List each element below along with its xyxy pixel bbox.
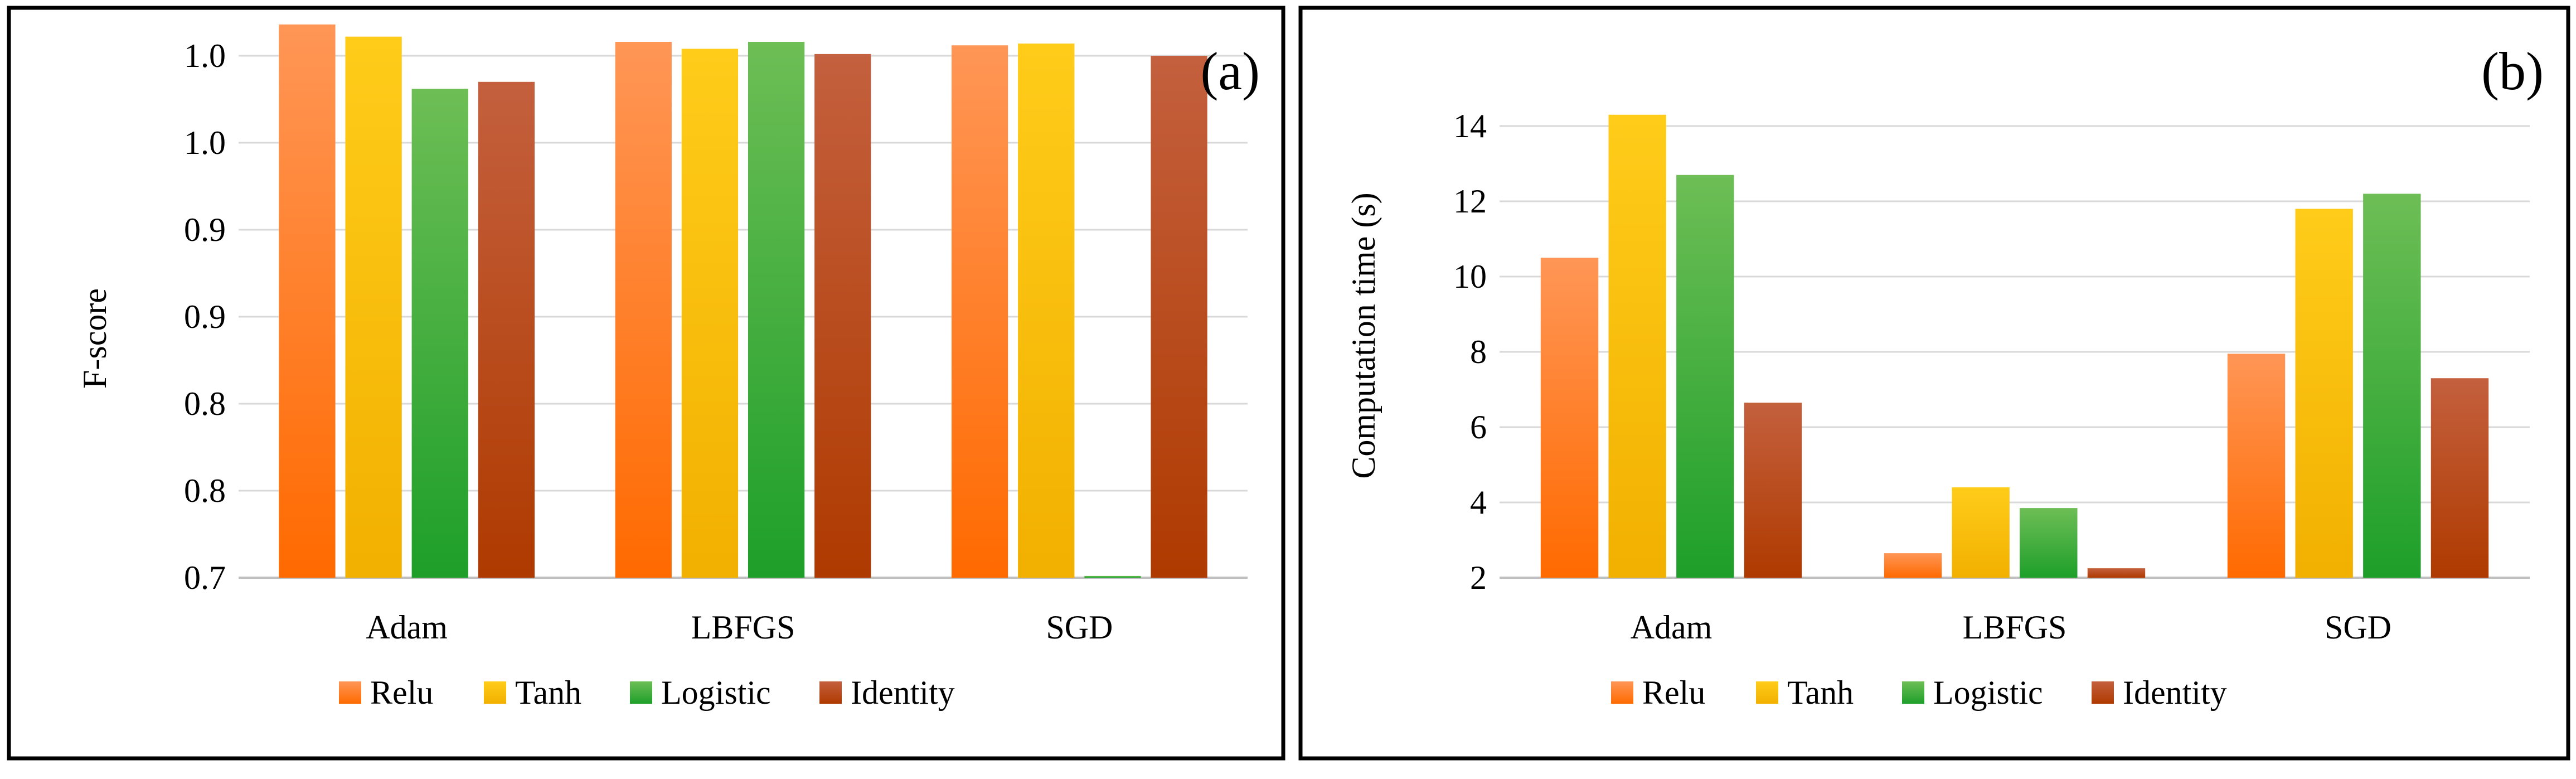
legend-swatch-tanh <box>484 681 506 704</box>
panel-a-y-ticks: 0.7 0.8 0.8 0.9 0.9 1.0 1.0 <box>184 37 226 596</box>
y-tick-label: 6 <box>1470 409 1487 446</box>
panel-b-label: (b) <box>2481 41 2544 101</box>
panel-a: 0.7 0.8 0.8 0.9 0.9 1.0 1.0 Adam LBFGS SGD F-sco… <box>7 6 1285 761</box>
legend-swatch-relu <box>1611 681 1633 704</box>
y-tick-label: 2 <box>1470 559 1487 596</box>
x-tick-label: Adam <box>1631 609 1713 646</box>
y-tick-label: 1.0 <box>184 124 226 161</box>
legend-label-logistic: Logistic <box>1933 674 2043 711</box>
legend-swatch-logistic <box>630 681 652 704</box>
legend-label-relu: Relu <box>370 674 433 711</box>
bar-relu-sgd <box>2227 354 2286 578</box>
legend-swatch-relu <box>339 681 361 704</box>
bar-tanh-adam <box>1608 114 1666 578</box>
legend-swatch-logistic <box>1902 681 1924 704</box>
panel-b-x-labels: Adam LBFGS SGD <box>1631 609 2391 646</box>
bar-tanh-sgd <box>1018 43 1075 578</box>
y-tick-label: 14 <box>1453 108 1487 144</box>
bar-identity-sgd <box>1151 56 1207 578</box>
panel-a-gridlines <box>239 55 1248 579</box>
x-tick-label: LBFGS <box>691 609 795 646</box>
y-tick-label: 12 <box>1453 183 1487 220</box>
bar-logistic-sgd <box>1084 575 1141 578</box>
y-tick-label: 0.9 <box>184 298 226 335</box>
panel-b-ylabel: Computation time (s) <box>1345 192 1382 478</box>
panel-b: 2 4 6 8 10 12 14 Adam LBFGS SGD Computation time… <box>1298 6 2570 761</box>
panel-a-x-labels: Adam LBFGS SGD <box>366 609 1113 646</box>
y-tick-label: 4 <box>1470 484 1487 521</box>
bar-logistic-lbfgs <box>2020 508 2078 578</box>
panel-b-border <box>1298 6 2570 761</box>
bar-relu-sgd <box>951 45 1008 578</box>
bar-relu-lbfgs <box>615 42 672 578</box>
bar-tanh-adam <box>345 36 402 578</box>
x-tick-label: LBFGS <box>1963 609 2067 646</box>
y-tick-label: 0.8 <box>184 472 226 509</box>
legend-label-logistic: Logistic <box>661 674 771 711</box>
y-tick-label: 0.7 <box>184 559 226 596</box>
x-tick-label: SGD <box>1046 609 1113 646</box>
bar-identity-lbfgs <box>814 54 871 578</box>
y-tick-label: 8 <box>1470 333 1487 370</box>
panel-a-bars <box>279 24 1207 578</box>
bar-logistic-lbfgs <box>748 42 805 578</box>
bar-identity-lbfgs <box>2087 568 2146 578</box>
bar-logistic-sgd <box>2363 193 2421 578</box>
bar-identity-sgd <box>2431 378 2489 578</box>
legend-label-relu: Relu <box>1642 674 1705 711</box>
panel-b-y-ticks: 2 4 6 8 10 12 14 <box>1453 108 1487 596</box>
bar-tanh-lbfgs <box>681 49 739 578</box>
bar-tanh-lbfgs <box>1952 487 2010 578</box>
x-tick-label: SGD <box>2325 609 2391 646</box>
legend-label-identity: Identity <box>851 674 955 711</box>
bar-relu-lbfgs <box>1884 553 1942 578</box>
bar-identity-adam <box>478 81 535 578</box>
bar-logistic-adam <box>1676 175 1734 578</box>
bar-logistic-adam <box>411 89 468 578</box>
bar-relu-adam <box>279 24 336 578</box>
panel-b-bars <box>1540 114 2489 578</box>
y-tick-label: 0.9 <box>184 211 226 248</box>
y-tick-label: 10 <box>1453 258 1487 295</box>
x-tick-label: Adam <box>366 609 448 646</box>
bar-identity-adam <box>1744 403 1802 578</box>
legend-swatch-identity <box>2092 681 2114 704</box>
legend-label-tanh: Tanh <box>515 674 581 711</box>
legend-label-identity: Identity <box>2123 674 2227 711</box>
legend-label-tanh: Tanh <box>1787 674 1854 711</box>
panel-b-gridlines <box>1500 125 2530 579</box>
panel-a-ylabel: F-score <box>76 288 113 389</box>
legend-swatch-tanh <box>1756 681 1778 704</box>
y-tick-label: 0.8 <box>184 385 226 422</box>
y-tick-label: 1.0 <box>184 37 226 74</box>
panel-a-label: (a) <box>1200 41 1260 101</box>
panel-b-legend: Relu Tanh Logistic Identity <box>1611 674 2227 711</box>
legend-swatch-identity <box>819 681 842 704</box>
bar-tanh-sgd <box>2295 209 2353 578</box>
panel-a-legend: Relu Tanh Logistic Identity <box>339 674 955 711</box>
bar-relu-adam <box>1540 258 1599 578</box>
